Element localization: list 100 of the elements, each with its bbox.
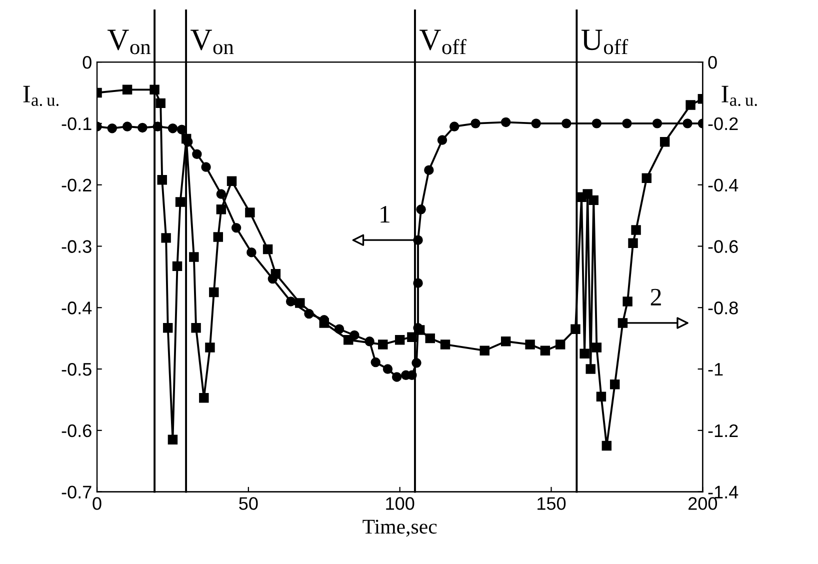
point	[525, 340, 535, 350]
point	[682, 118, 692, 128]
point	[392, 372, 402, 382]
point	[201, 162, 211, 172]
point	[596, 392, 606, 402]
point	[449, 122, 460, 132]
point	[660, 136, 670, 147]
point	[199, 393, 209, 403]
point	[562, 118, 572, 128]
point	[370, 357, 380, 368]
point	[286, 296, 296, 306]
point	[642, 173, 652, 183]
point	[631, 225, 641, 235]
point	[150, 84, 160, 95]
point	[480, 346, 490, 356]
point	[122, 84, 132, 95]
x-axis-title: Time,sec	[362, 520, 437, 537]
point	[209, 287, 219, 298]
point	[157, 175, 167, 185]
point	[622, 296, 632, 306]
point	[470, 118, 480, 128]
point	[540, 346, 550, 356]
point	[610, 380, 620, 390]
point	[394, 334, 405, 345]
point	[343, 334, 354, 345]
y2-tick-label: -1.4	[708, 486, 738, 498]
point	[189, 252, 199, 262]
y2-tick-label: -0.6	[708, 240, 738, 253]
y2-tick-label: -0.4	[708, 178, 738, 192]
point	[163, 323, 173, 333]
point	[216, 204, 226, 214]
point	[437, 135, 448, 145]
point	[245, 208, 255, 218]
ref-line-label: U$_{off}$	[581, 30, 628, 54]
y-axis-title: I$_{a.u.}$	[23, 86, 59, 106]
y2-axis-title: I$_{a.u.}$	[722, 86, 757, 106]
point	[319, 318, 329, 328]
point	[181, 134, 192, 144]
point	[192, 149, 202, 159]
y2-tick-label: -1.2	[708, 424, 738, 437]
point	[382, 364, 393, 374]
point	[138, 122, 148, 133]
point	[191, 323, 201, 333]
ref-line-label: V$_{off}$	[419, 30, 466, 54]
point	[588, 195, 599, 206]
point	[686, 100, 696, 110]
point	[592, 118, 602, 128]
point	[213, 232, 224, 242]
y2-tick-label: -0.8	[708, 302, 738, 314]
point	[122, 122, 132, 132]
point	[622, 118, 632, 128]
point	[172, 261, 182, 272]
point	[168, 434, 178, 444]
y-tick-label: -0.7	[62, 486, 92, 499]
y-tick-label: 0	[82, 56, 92, 69]
ref-line-label: V$_{on}$	[108, 30, 151, 54]
point	[246, 248, 256, 258]
y-tick-label: -0.1	[62, 117, 92, 130]
point	[175, 197, 186, 207]
point	[378, 340, 388, 350]
point	[618, 318, 628, 328]
point	[531, 118, 541, 128]
point	[270, 268, 281, 279]
point	[295, 298, 305, 308]
point	[628, 238, 638, 248]
y-tick-label: -0.2	[62, 178, 92, 192]
point	[424, 165, 434, 175]
point	[407, 332, 417, 342]
point	[231, 222, 242, 233]
point	[216, 189, 226, 199]
ref-line-label: V$_{on}$	[190, 30, 234, 54]
point	[652, 118, 662, 128]
point	[586, 364, 596, 374]
y2-tick-label: -0.2	[708, 117, 738, 130]
point	[226, 176, 237, 186]
annotation: 1	[380, 206, 390, 222]
y-tick-label: -0.4	[62, 302, 92, 314]
point	[592, 342, 602, 352]
point	[262, 244, 273, 254]
y2-tick-label: 0	[708, 56, 717, 69]
point	[440, 340, 450, 350]
x-tick-label: 50	[239, 497, 258, 510]
x-tick-label: 100	[386, 497, 414, 510]
y-tick-label: -0.6	[62, 424, 92, 438]
point	[425, 333, 435, 344]
point	[168, 123, 178, 134]
point	[107, 123, 118, 134]
y2-tick-label: -1	[708, 363, 723, 376]
y-tick-label: -0.5	[62, 362, 92, 376]
point	[570, 324, 580, 334]
point	[205, 342, 215, 352]
point	[500, 336, 511, 346]
x-tick-label: 150	[538, 497, 566, 510]
x-tick-label: 200	[688, 497, 718, 510]
x-tick-label: 0	[92, 497, 102, 510]
point	[555, 340, 566, 350]
point	[161, 233, 171, 243]
point	[602, 440, 612, 451]
point	[500, 117, 511, 128]
point	[416, 204, 426, 214]
